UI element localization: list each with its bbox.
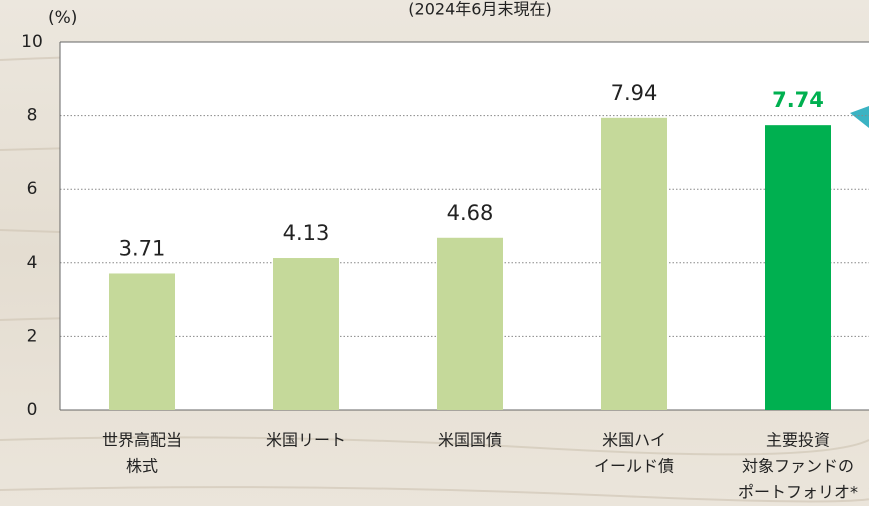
bar (109, 273, 175, 410)
y-tick-label: 0 (27, 400, 38, 420)
x-tick-label: イールド債 (594, 457, 674, 476)
bar (601, 117, 667, 411)
y-tick-label: 8 (27, 106, 38, 126)
bar (765, 125, 831, 410)
y-tick-label: 10 (21, 32, 43, 52)
x-tick-label: ポートフォリオ* (738, 483, 858, 502)
x-tick-label: 米国ハイ (602, 431, 666, 450)
value-label: 4.13 (283, 221, 330, 245)
x-tick-label: 米国国債 (438, 431, 502, 450)
x-tick-label: 対象ファンドの (742, 457, 854, 476)
value-label: 4.68 (447, 201, 494, 225)
value-label: 3.71 (119, 236, 166, 260)
bar (273, 258, 339, 410)
arrow-decoration (850, 106, 869, 128)
x-tick-label: 主要投資 (766, 431, 830, 450)
value-label: 7.94 (611, 81, 658, 105)
value-label: 7.74 (772, 88, 824, 112)
y-tick-label: 6 (27, 179, 38, 199)
bar (437, 237, 503, 410)
x-tick-label: 米国リート (266, 431, 346, 450)
x-tick-label: 世界高配当 (102, 431, 182, 450)
x-tick-label: 株式 (126, 457, 158, 476)
y-tick-label: 4 (27, 253, 38, 273)
y-tick-label: 2 (27, 326, 38, 346)
subtitle: (2024年6月末現在) (408, 0, 551, 19)
y-unit-label: (%) (48, 8, 77, 28)
